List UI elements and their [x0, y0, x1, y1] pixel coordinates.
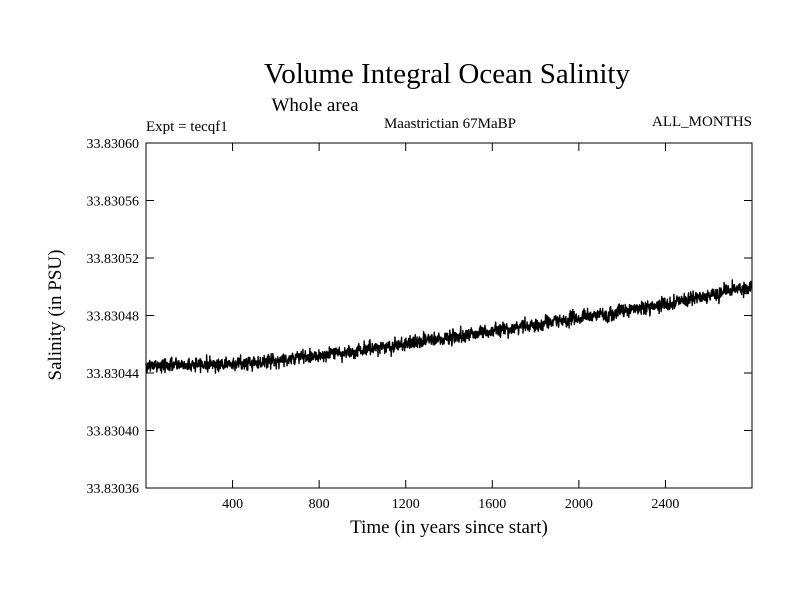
experiment-label: Expt = tecqf1: [146, 119, 228, 135]
x-tick-label: 1200: [392, 497, 420, 512]
y-tick-label: 33.83048: [87, 310, 140, 325]
x-tick-label: 400: [222, 497, 243, 512]
y-axis-label: Salinity (in PSU): [45, 250, 66, 381]
y-tick-label: 33.83036: [87, 482, 140, 497]
series-line: [145, 279, 753, 374]
y-tick-label: 33.83040: [87, 425, 140, 440]
y-tick-label: 33.83044: [87, 367, 140, 382]
x-tick-label: 2000: [565, 497, 593, 512]
chart-subtitle: Whole area: [271, 95, 359, 116]
x-tick-label: 800: [309, 497, 330, 512]
x-axis: 400 800 1200 1600 2000 2400: [222, 143, 679, 512]
plot-frame: [145, 142, 753, 489]
y-tick-label: 33.83056: [87, 195, 140, 210]
plot-area: [145, 142, 753, 489]
period-label: Maastrictian 67MaBP: [384, 116, 516, 132]
x-tick-label: 2400: [651, 497, 679, 512]
y-tick-label: 33.83060: [87, 137, 140, 152]
y-axis: 33.83036 33.83040 33.83044 33.83048 33.83052…: [87, 137, 752, 497]
x-axis-label: Time (in years since start): [350, 517, 548, 538]
months-label: ALL_MONTHS: [652, 114, 752, 130]
chart-title: Volume Integral Ocean Salinity: [264, 58, 630, 90]
y-tick-label: 33.83052: [87, 252, 140, 267]
x-tick-label: 1600: [478, 497, 506, 512]
